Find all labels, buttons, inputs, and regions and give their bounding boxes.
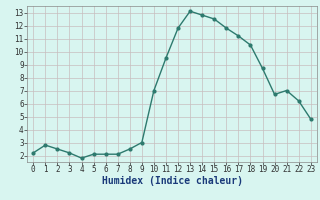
X-axis label: Humidex (Indice chaleur): Humidex (Indice chaleur): [101, 176, 243, 186]
